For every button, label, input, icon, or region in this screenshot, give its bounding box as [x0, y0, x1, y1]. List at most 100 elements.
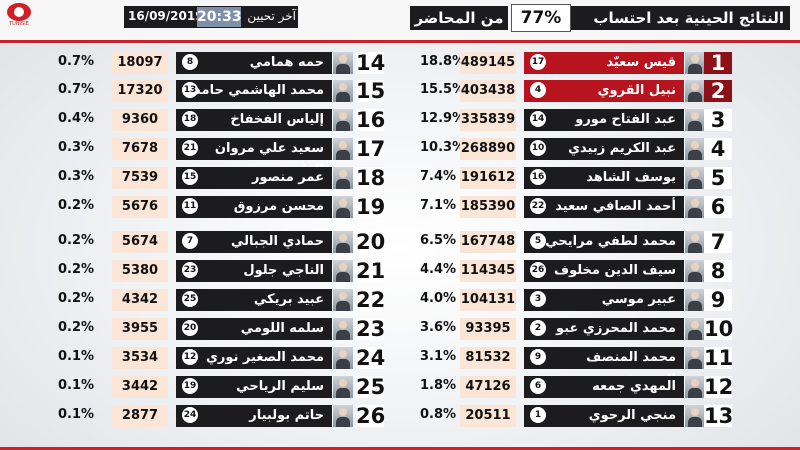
- logo-text: TUNISIE: [9, 21, 29, 27]
- candidate-rank: 26: [356, 404, 386, 428]
- candidate-percent: 0.2%: [58, 198, 95, 213]
- candidate-name: نبيل القروي: [597, 83, 676, 98]
- candidate-rank: 4: [704, 138, 732, 160]
- candidate-name: الناجي جلول: [243, 263, 324, 278]
- candidate-photo-icon: [684, 167, 705, 189]
- candidate-percent: 10.3%: [420, 140, 466, 155]
- candidate-votes: 335839: [460, 109, 516, 131]
- candidate-photo-icon: [332, 231, 353, 253]
- candidate-percent: 0.2%: [58, 262, 95, 277]
- candidate-rank: 2: [704, 80, 732, 102]
- ballot-number-badge: 16: [530, 169, 546, 185]
- candidate-rank: 13: [704, 404, 734, 428]
- candidate-name-bar: سيف الدين مخلوف: [524, 260, 684, 282]
- candidate-name: محمد الهاشمي حامدي: [182, 83, 324, 98]
- candidate-name: قيس سعيّد: [606, 55, 676, 70]
- candidate-votes: 104131: [460, 289, 516, 311]
- candidate-photo-icon: [684, 405, 705, 427]
- candidate-name-bar: أحمد الصافي سعيد: [524, 196, 684, 218]
- candidate-photo-icon: [332, 109, 353, 131]
- candidate-votes: 81532: [460, 347, 516, 369]
- candidate-photo-icon: [332, 196, 353, 218]
- candidate-percent: 3.1%: [420, 349, 457, 364]
- candidate-name-bar: محمد الهاشمي حامدي: [176, 80, 332, 102]
- candidate-rank: 24: [356, 346, 386, 370]
- candidate-percent: 0.4%: [58, 111, 95, 126]
- candidate-name-bar: قيس سعيّد: [524, 52, 684, 74]
- candidate-photo-icon: [684, 376, 705, 398]
- candidate-votes: 20511: [460, 405, 516, 427]
- candidate-name-bar: حمه همامي: [176, 52, 332, 74]
- candidate-percent: 0.8%: [420, 407, 457, 422]
- ballot-number-badge: 15: [182, 169, 198, 185]
- candidate-percent: 4.4%: [420, 262, 457, 277]
- candidate-photo-icon: [684, 109, 705, 131]
- candidate-name-bar: حاتم بولبيار: [176, 405, 332, 427]
- candidate-name-bar: عبير موسي: [524, 289, 684, 311]
- ballot-number-badge: 8: [182, 54, 198, 70]
- candidate-name-bar: محمد لطفي مرايحي: [524, 231, 684, 253]
- candidate-percent: 0.2%: [58, 320, 95, 335]
- candidate-rank: 3: [704, 109, 732, 131]
- ballot-number-badge: 10: [530, 140, 546, 156]
- ballot-number-badge: 1: [530, 407, 546, 423]
- candidate-votes: 5674: [112, 231, 168, 253]
- candidate-photo-icon: [332, 318, 353, 340]
- candidate-rank: 8: [704, 260, 732, 282]
- ballot-number-badge: 13: [182, 82, 198, 98]
- candidate-votes: 5676: [112, 196, 168, 218]
- ballot-number-badge: 3: [530, 291, 546, 307]
- candidate-rank: 1: [704, 52, 732, 74]
- ballot-number-badge: 11: [182, 198, 198, 214]
- candidate-votes: 167748: [460, 231, 516, 253]
- candidate-percent: 1.8%: [420, 378, 457, 393]
- ballot-number-badge: 17: [530, 54, 546, 70]
- candidate-photo-icon: [684, 80, 705, 102]
- candidate-photo-icon: [332, 347, 353, 369]
- ballot-number-badge: 22: [530, 198, 546, 214]
- candidate-votes: 403438: [460, 80, 516, 102]
- candidate-name-bar: حمادي الجبالي: [176, 231, 332, 253]
- candidate-percent: 4.0%: [420, 291, 457, 306]
- candidate-votes: 3955: [112, 318, 168, 340]
- ballot-number-badge: 24: [182, 407, 198, 423]
- candidate-name: محمد المحرزي عبو: [556, 321, 676, 336]
- candidate-votes: 7539: [112, 167, 168, 189]
- ballot-number-badge: 18: [182, 111, 198, 127]
- candidate-name-bar: محسن مرزوق: [176, 196, 332, 218]
- results-title: النتائج الحينية بعد احتساب: [570, 6, 790, 30]
- candidate-votes: 268890: [460, 138, 516, 160]
- ballot-number-badge: 5: [530, 233, 546, 249]
- candidate-photo-icon: [332, 289, 353, 311]
- candidate-name-bar: يوسف الشاهد: [524, 167, 684, 189]
- candidate-percent: 12.9%: [420, 111, 466, 126]
- candidate-percent: 0.3%: [58, 140, 95, 155]
- candidate-name-bar: نبيل القروي: [524, 80, 684, 102]
- candidate-votes: 93395: [460, 318, 516, 340]
- candidate-name-bar: المهدي جمعه: [524, 376, 684, 398]
- header-divider: [0, 40, 800, 43]
- candidate-percent: 0.7%: [58, 82, 95, 97]
- candidate-percent: 0.3%: [58, 169, 95, 184]
- candidate-votes: 191612: [460, 167, 516, 189]
- tunisia-flag-icon: [7, 3, 31, 21]
- candidate-votes: 2877: [112, 405, 168, 427]
- candidate-votes: 18097: [112, 52, 168, 74]
- update-time: 20:33: [197, 7, 242, 27]
- candidate-percent: 0.2%: [58, 233, 95, 248]
- candidate-percent: 7.1%: [420, 198, 457, 213]
- candidate-name-bar: عبد الكريم زبيدي: [524, 138, 684, 160]
- candidate-photo-icon: [332, 167, 353, 189]
- candidate-name-bar: محمد الصغير نوري: [176, 347, 332, 369]
- candidate-name: سليم الرياحي: [236, 379, 324, 394]
- candidate-votes: 4342: [112, 289, 168, 311]
- candidate-name-bar: منجي الرحوي: [524, 405, 684, 427]
- candidate-votes: 3442: [112, 376, 168, 398]
- counted-percent: 77%: [511, 4, 571, 32]
- candidate-rank: 11: [704, 346, 734, 370]
- candidate-name-bar: سلمه اللومي: [176, 318, 332, 340]
- candidate-name: المهدي جمعه: [592, 379, 676, 394]
- candidate-rank: 25: [356, 375, 386, 399]
- candidate-rank: 16: [356, 108, 386, 132]
- candidate-name: حاتم بولبيار: [249, 408, 324, 423]
